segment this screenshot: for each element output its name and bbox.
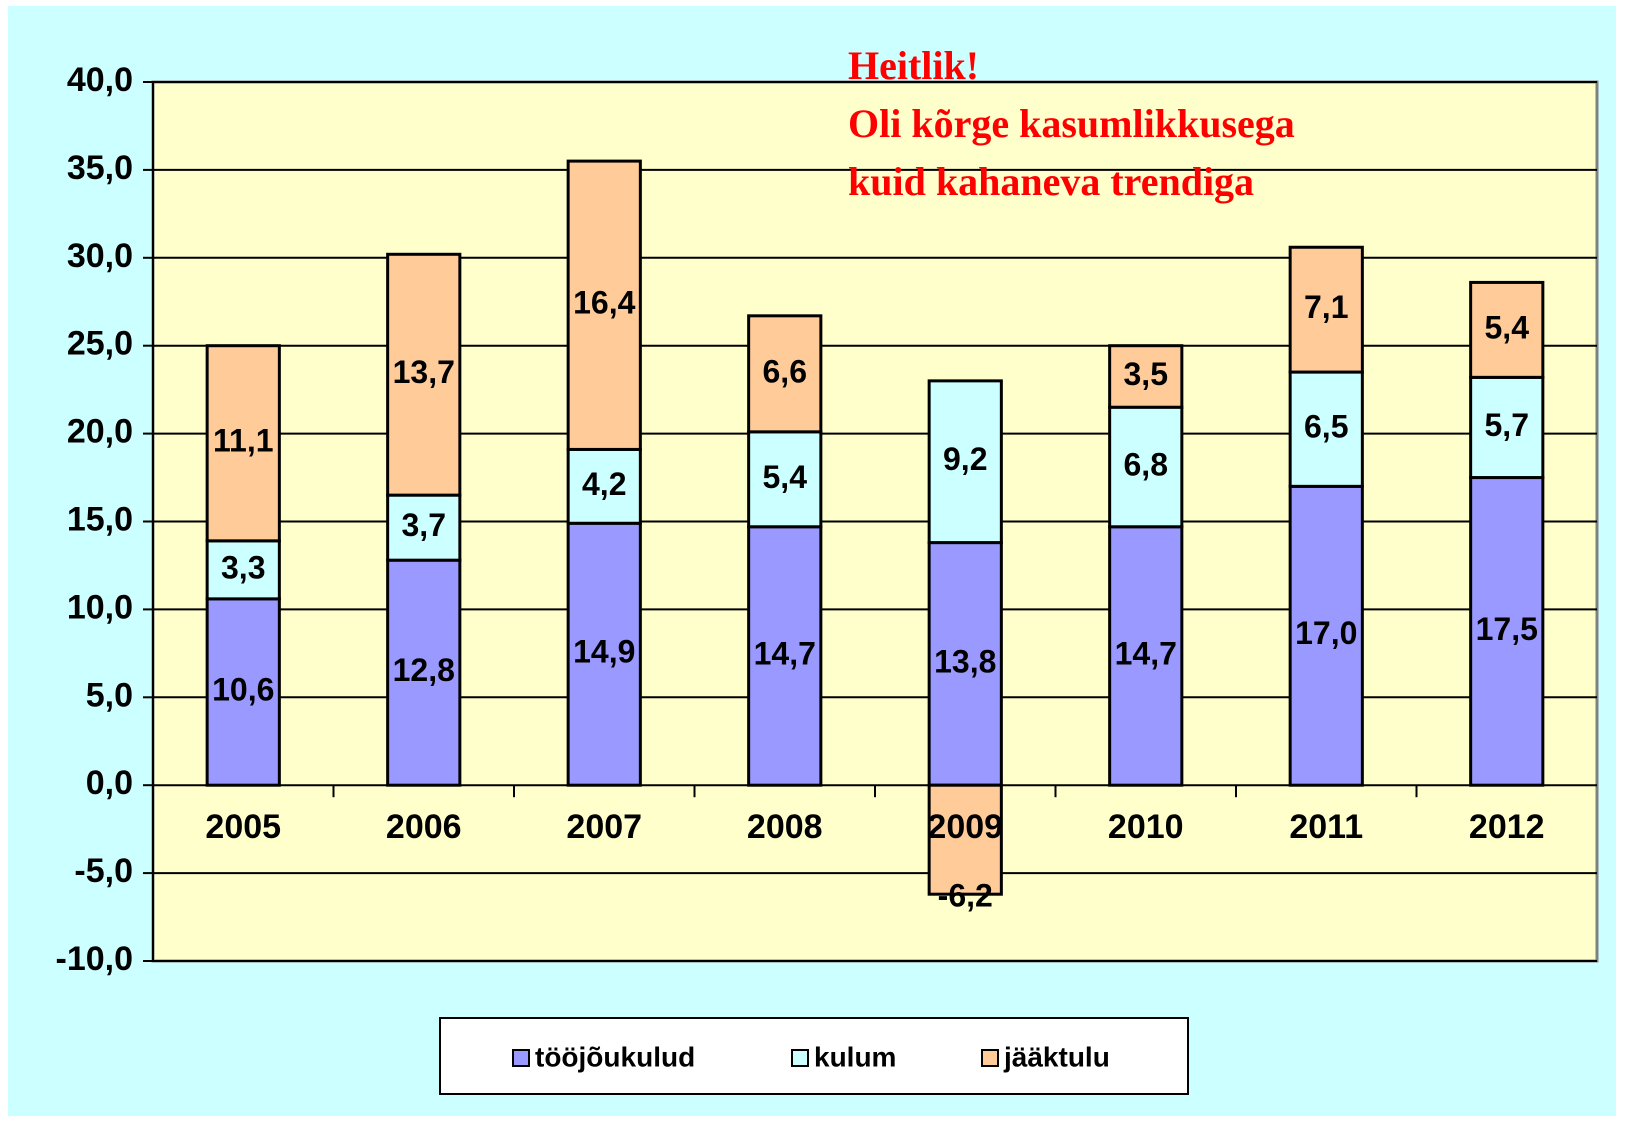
bar-segment <box>747 525 823 787</box>
value-label: 14,9 <box>573 634 635 670</box>
bar-segment <box>1469 476 1545 787</box>
value-label: 3,7 <box>402 507 446 543</box>
value-label: 3,5 <box>1124 356 1168 392</box>
y-tick-label: -5,0 <box>74 852 133 890</box>
value-label: 14,7 <box>1115 635 1177 671</box>
annotation: kuid kahaneva trendiga <box>848 159 1254 204</box>
bar-segment <box>747 314 823 434</box>
y-tick-label: 5,0 <box>86 676 133 714</box>
legend-swatch <box>981 1049 999 1067</box>
bar-segment <box>927 783 1003 896</box>
bar-segment <box>747 430 823 529</box>
bar-segment <box>205 597 281 787</box>
bar-segment <box>566 447 642 525</box>
legend-label: kulum <box>814 1041 896 1072</box>
legend-swatch <box>791 1049 809 1067</box>
bar-segment <box>1288 245 1364 374</box>
bar-segment <box>386 558 462 787</box>
y-tick-label: 20,0 <box>67 413 133 451</box>
legend-label: jääktulu <box>1003 1041 1110 1072</box>
bar-segment <box>1108 344 1184 409</box>
value-label: 9,2 <box>943 441 987 477</box>
y-tick-label: 35,0 <box>67 149 133 187</box>
value-label: -6,2 <box>938 878 993 914</box>
y-tick-label: 0,0 <box>86 764 133 802</box>
y-tick-label: 30,0 <box>67 237 133 275</box>
value-label: 4,2 <box>582 466 626 502</box>
value-label: 5,4 <box>1485 309 1530 345</box>
value-label: 16,4 <box>573 285 635 321</box>
value-label: 6,6 <box>763 353 807 389</box>
bar-segment <box>927 379 1003 545</box>
x-tick-label: 2006 <box>386 808 462 846</box>
y-tick-label: 10,0 <box>67 588 133 626</box>
bar-segment <box>1108 405 1184 529</box>
value-label: 3,3 <box>221 549 265 585</box>
value-label: 17,5 <box>1476 611 1538 647</box>
value-label: 17,0 <box>1295 615 1357 651</box>
bar-segment <box>1108 525 1184 787</box>
annotation: Heitlik! <box>848 43 979 88</box>
legend-box <box>439 1017 1189 1095</box>
bar-segment <box>386 493 462 562</box>
value-label: 5,4 <box>763 459 808 495</box>
x-tick-label: 2012 <box>1469 808 1545 846</box>
annotation: Oli kõrge kasumlikkusega <box>848 101 1295 146</box>
value-label: 14,7 <box>754 635 816 671</box>
value-label: 10,6 <box>212 671 274 707</box>
x-tick-label: 2008 <box>747 808 823 846</box>
y-tick-label: -10,0 <box>56 940 134 978</box>
bar-segment <box>566 159 642 451</box>
x-tick-label: 2007 <box>566 808 642 846</box>
bar-segment <box>566 521 642 787</box>
value-label: 6,5 <box>1304 409 1348 445</box>
bar-segment <box>1469 280 1545 379</box>
y-tick-label: 15,0 <box>67 500 133 538</box>
y-tick-label: 40,0 <box>67 61 133 99</box>
value-label: 12,8 <box>393 652 455 688</box>
legend-label: tööjõukulud <box>535 1041 695 1072</box>
bar-segment <box>386 252 462 497</box>
value-label: 6,8 <box>1124 446 1168 482</box>
value-label: 11,1 <box>213 423 274 459</box>
x-tick-label: 2011 <box>1289 808 1363 846</box>
bar-segment <box>205 539 281 601</box>
x-tick-label: 2005 <box>205 808 281 846</box>
value-label: 5,7 <box>1485 407 1529 443</box>
bar-segment <box>205 344 281 543</box>
x-tick-label: 2009 <box>927 808 1003 846</box>
value-label: 13,8 <box>934 643 996 679</box>
value-label: 7,1 <box>1304 289 1348 325</box>
x-tick-label: 2010 <box>1108 808 1184 846</box>
legend-swatch <box>512 1049 530 1067</box>
bar-segment <box>1469 375 1545 480</box>
value-label: 13,7 <box>393 354 455 390</box>
y-tick-label: 25,0 <box>67 325 133 363</box>
